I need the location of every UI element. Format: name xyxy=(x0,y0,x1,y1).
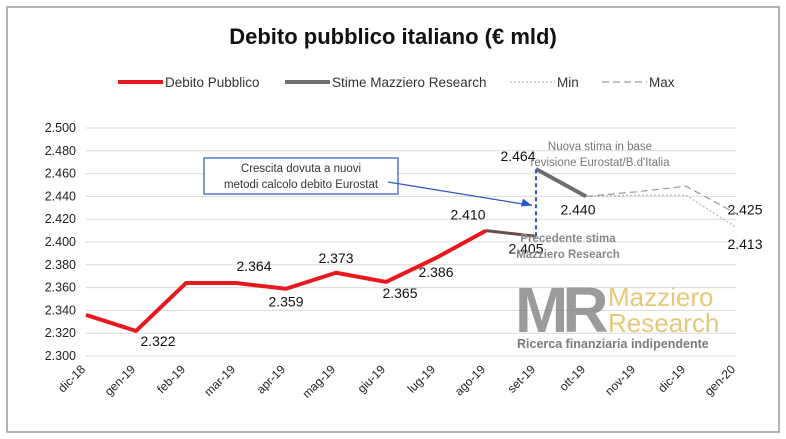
legend-label: Min xyxy=(557,75,579,90)
annotation-arrowhead xyxy=(521,198,532,207)
x-tick-label: nov-19 xyxy=(602,362,638,398)
data-label: 2.440 xyxy=(560,201,595,217)
data-label: 2.373 xyxy=(318,250,353,266)
data-label: 2.364 xyxy=(236,258,271,274)
logo-mark: MR xyxy=(515,274,607,346)
x-tick-label: ago-19 xyxy=(452,362,489,399)
x-tick-label: lug-19 xyxy=(405,362,439,396)
chart-border xyxy=(6,6,780,433)
logo-line1: Mazziero xyxy=(608,282,713,312)
y-tick-label: 2.380 xyxy=(45,258,76,272)
series-line-debito xyxy=(85,228,487,333)
x-tick-label: dic-18 xyxy=(55,362,88,395)
y-tick-label: 2.300 xyxy=(45,349,76,363)
y-tick-label: 2.360 xyxy=(45,281,76,295)
annotation-arrow xyxy=(387,181,533,207)
series-line-max xyxy=(585,185,737,215)
data-label: 2.386 xyxy=(418,264,453,280)
x-tick-label: apr-19 xyxy=(254,362,289,397)
y-tick-label: 2.460 xyxy=(45,167,76,181)
legend-label: Debito Pubblico xyxy=(165,75,260,90)
chart-title: Debito pubblico italiano (€ mld) xyxy=(229,24,557,49)
logo-tagline: Ricerca finanziaria indipendente xyxy=(517,337,709,351)
legend-label: Stime Mazziero Research xyxy=(332,75,487,90)
x-tick-label: feb-19 xyxy=(154,362,188,396)
data-label: 2.425 xyxy=(727,202,762,218)
x-tick-label: gen-19 xyxy=(102,362,139,399)
data-label: 2.405 xyxy=(508,240,543,256)
y-tick-label: 2.400 xyxy=(45,235,76,249)
x-tick-label: set-19 xyxy=(505,362,539,396)
y-tick-label: 2.320 xyxy=(45,326,76,340)
x-tick-label: giu-19 xyxy=(355,362,389,396)
data-label: 2.410 xyxy=(450,207,485,223)
data-label: 2.365 xyxy=(382,285,417,301)
series-line-min xyxy=(585,194,737,228)
x-tick-label: gen-20 xyxy=(702,362,739,399)
x-tick-label: mar-19 xyxy=(201,362,238,399)
series-line-stime_old xyxy=(485,229,537,238)
y-tick-label: 2.340 xyxy=(45,303,76,317)
y-tick-label: 2.500 xyxy=(45,121,76,135)
x-tick-label: dic-19 xyxy=(655,362,688,395)
annotation-box-crescita xyxy=(203,157,399,195)
series-line-stime_new xyxy=(535,167,587,199)
legend-label: Max xyxy=(649,75,675,90)
y-tick-label: 2.480 xyxy=(45,144,76,158)
annotation-crescita-line: Crescita dovuta a nuovi xyxy=(241,163,361,175)
x-tick-label: mag-19 xyxy=(299,362,338,401)
annotation-nuova-line: Nuova stima in base xyxy=(548,141,652,153)
annotation-precedente-line: Precedente stima xyxy=(520,233,616,245)
annotation-crescita-line: metodi calcolo debito Eurostat xyxy=(224,179,379,191)
data-label: 2.413 xyxy=(727,236,762,252)
data-label: 2.322 xyxy=(140,333,175,349)
y-tick-label: 2.420 xyxy=(45,212,76,226)
y-tick-label: 2.440 xyxy=(45,189,76,203)
data-label: 2.359 xyxy=(268,294,303,310)
data-label: 2.464 xyxy=(500,148,535,164)
logo-line2: Research xyxy=(608,308,719,338)
annotation-nuova-line: revisione Eurostat/B.d'Italia xyxy=(531,157,671,169)
annotation-precedente-line: Mazziero Research xyxy=(516,249,620,261)
x-tick-label: ott-19 xyxy=(557,362,589,394)
